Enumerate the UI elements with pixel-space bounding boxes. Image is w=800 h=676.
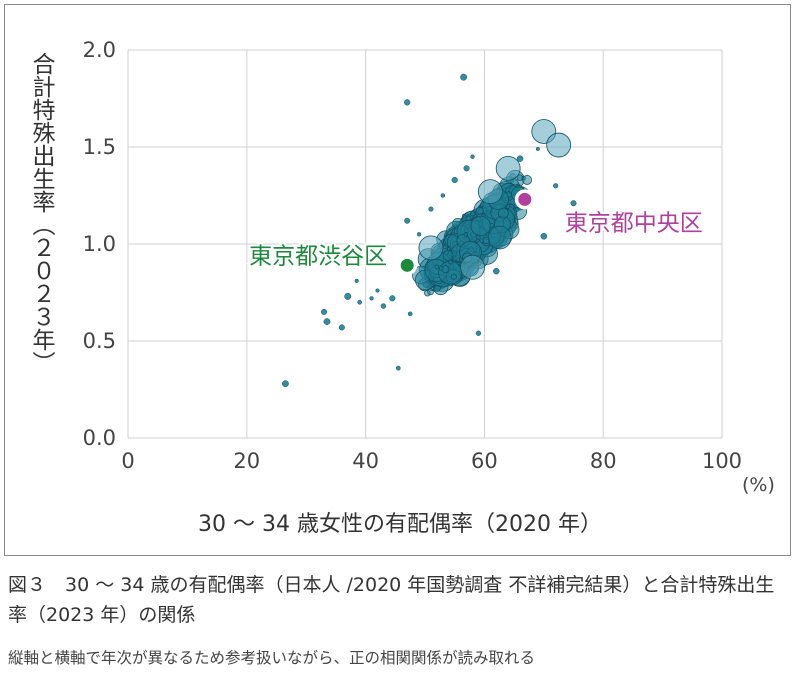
data-point xyxy=(450,273,457,280)
data-point xyxy=(428,206,434,212)
x-tick-label: 0 xyxy=(121,449,134,473)
y-tick-label: 1.5 xyxy=(83,135,116,159)
data-point xyxy=(540,232,548,240)
data-point xyxy=(395,365,401,371)
data-point xyxy=(282,380,289,388)
data-point xyxy=(470,154,475,159)
data-point xyxy=(516,155,524,162)
data-point xyxy=(366,260,371,266)
data-point xyxy=(553,183,559,189)
data-point xyxy=(354,278,359,283)
data-point xyxy=(323,318,331,325)
y-tick-label: 0.5 xyxy=(83,329,116,353)
data-point xyxy=(407,311,413,317)
figure-subcaption: 縦軸と横軸で年次が異なるため参考扱いながら、正の相関関係が読み取れる xyxy=(8,649,536,667)
data-point xyxy=(344,292,352,300)
data-point xyxy=(470,215,491,236)
data-point xyxy=(321,308,327,315)
x-axis-label: 30 ～ 34 歳女性の有配偶率（2020 年） xyxy=(198,512,602,537)
data-point xyxy=(522,175,533,185)
data-point xyxy=(497,207,509,219)
data-point xyxy=(404,217,411,224)
data-point xyxy=(357,299,363,305)
x-tick-labels: 0 20 40 60 80 100 xyxy=(121,449,742,473)
x-axis-unit: (%) xyxy=(742,474,775,496)
data-point xyxy=(451,176,458,184)
data-point xyxy=(442,250,454,261)
data-point xyxy=(434,264,440,270)
data-point xyxy=(493,267,500,275)
data-point xyxy=(438,260,462,285)
y-tick-label: 1.0 xyxy=(83,232,116,256)
data-point xyxy=(477,179,503,205)
scatter-chart: 0.0 0.5 1.0 1.5 2.0 0 20 40 60 80 100 東京都渋谷区 東京都中央… xyxy=(83,38,742,473)
data-point xyxy=(487,225,512,250)
data-point xyxy=(424,289,431,297)
x-tick-label: 60 xyxy=(471,449,498,473)
data-point xyxy=(516,174,524,181)
data-point xyxy=(463,165,470,172)
data-point xyxy=(375,288,380,293)
data-point xyxy=(380,303,387,309)
data-point xyxy=(389,295,396,302)
x-tick-label: 80 xyxy=(590,449,617,473)
data-point xyxy=(416,232,422,237)
x-tick-label: 40 xyxy=(352,449,379,473)
highlight-label: 東京都渋谷区 xyxy=(249,243,387,269)
y-tick-label: 0.0 xyxy=(83,426,116,450)
data-point xyxy=(546,132,572,158)
data-point xyxy=(369,296,374,301)
highlight-point xyxy=(518,192,532,206)
highlight-point xyxy=(400,258,414,272)
data-point xyxy=(570,200,577,207)
data-points xyxy=(282,73,577,388)
y-tick-label: 2.0 xyxy=(83,38,116,62)
y-axis-label: 合計特殊出生率（２０２３年） xyxy=(28,52,54,374)
data-point xyxy=(495,155,521,181)
data-point xyxy=(418,235,444,261)
y-tick-labels: 0.0 0.5 1.0 1.5 2.0 xyxy=(83,38,116,450)
data-point xyxy=(440,193,446,198)
data-point xyxy=(441,265,450,273)
data-point xyxy=(404,99,411,106)
data-point xyxy=(460,254,485,280)
figure-caption: 図３ 30 ～ 34 歳の有配偶率（日本人 /2020 年国勢調査 不詳補完結果… xyxy=(8,574,775,626)
data-point xyxy=(460,73,468,81)
data-point xyxy=(475,330,482,336)
data-point xyxy=(338,324,345,331)
chart-frame xyxy=(4,4,791,556)
x-tick-label: 20 xyxy=(233,449,260,473)
highlight-label: 東京都中央区 xyxy=(565,210,703,236)
data-point xyxy=(470,211,476,217)
highlight-points: 東京都渋谷区 東京都中央区 xyxy=(247,189,705,276)
x-tick-label: 100 xyxy=(702,449,742,473)
data-point xyxy=(475,235,481,240)
data-point xyxy=(535,146,540,151)
data-point xyxy=(433,284,441,292)
